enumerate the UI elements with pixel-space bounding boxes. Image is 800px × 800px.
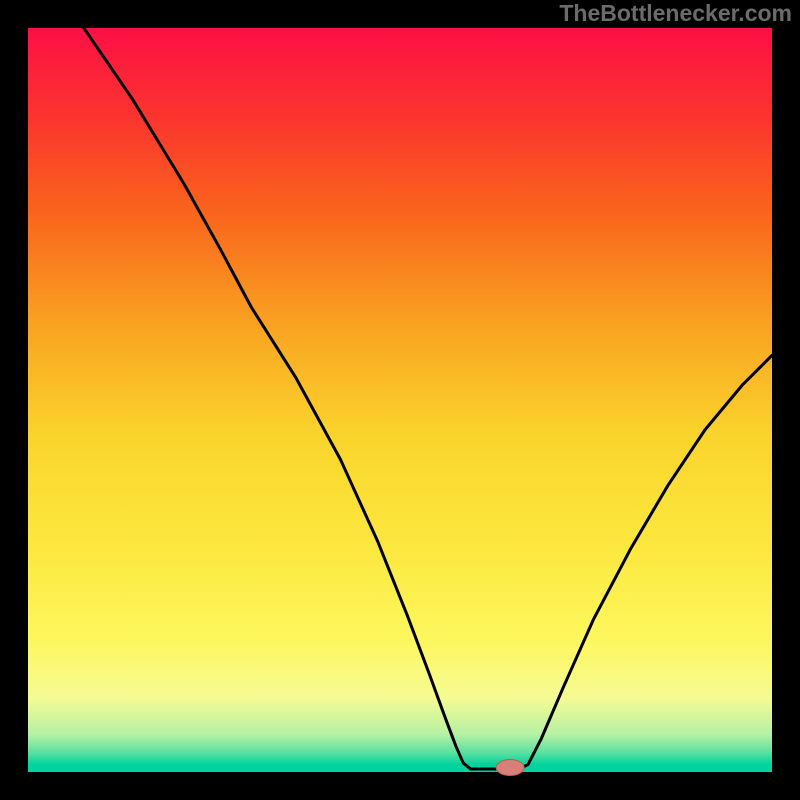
bottleneck-chart: TheBottlenecker.com xyxy=(0,0,800,800)
chart-svg xyxy=(0,0,800,800)
plot-background xyxy=(28,28,772,772)
watermark-text: TheBottlenecker.com xyxy=(559,0,792,27)
optimal-marker xyxy=(496,760,524,776)
